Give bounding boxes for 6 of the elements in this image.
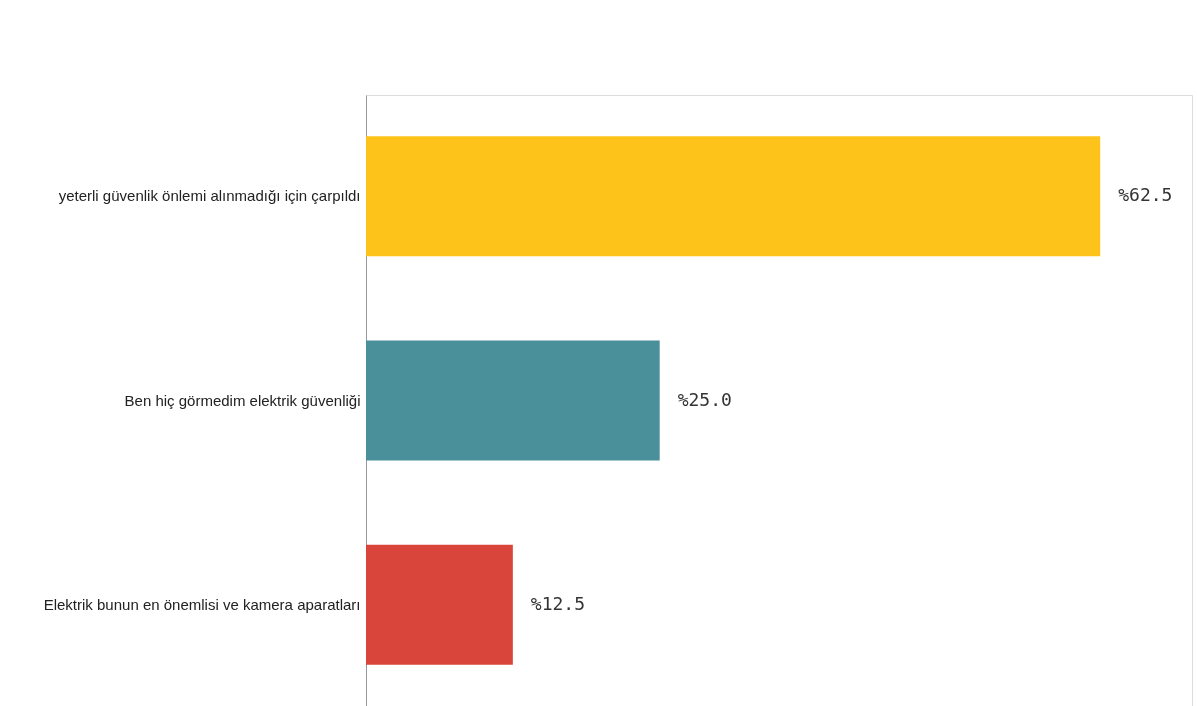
y-tick-label: Ben hiç görmedim elektrik güvenliği <box>124 391 361 409</box>
y-tick-label: Elektrik bunun en önemlisi ve kamera aparatları <box>43 595 361 613</box>
y-tick-label: yeterli güvenlik önlemi alınmadığı için çarpıldı <box>58 187 361 205</box>
data-label: %62.5 <box>1118 184 1173 206</box>
data-label: %25.0 <box>677 388 732 410</box>
data-label: %12.5 <box>530 592 586 614</box>
